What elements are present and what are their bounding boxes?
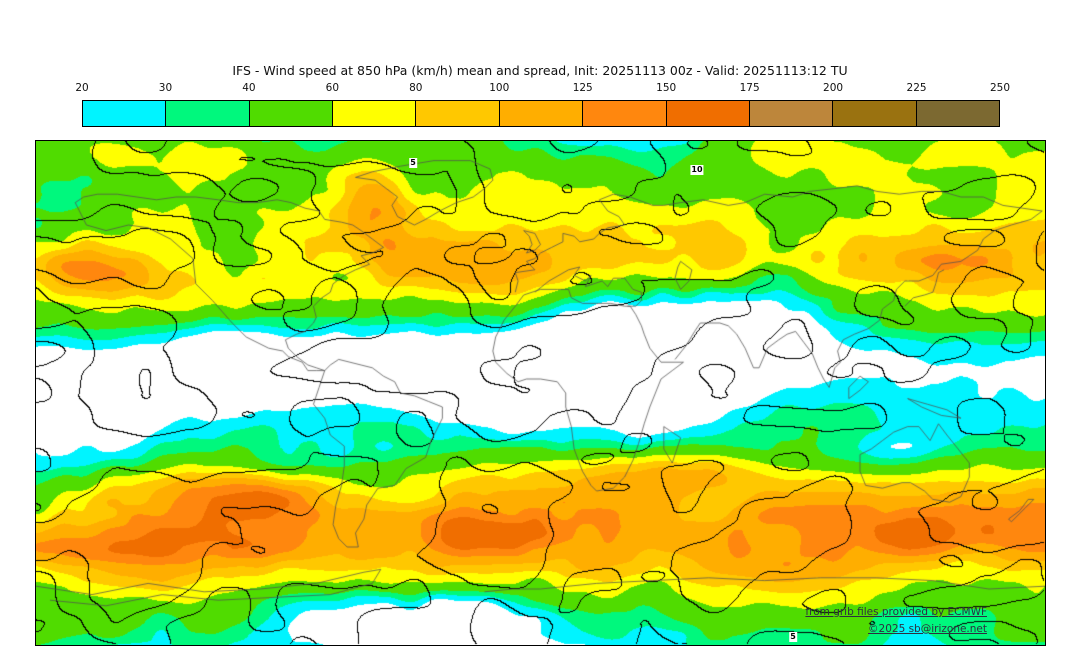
colorbar-tick: 100 xyxy=(489,82,510,94)
colorbar-tick: 60 xyxy=(325,82,340,94)
wind-map-canvas xyxy=(36,141,1045,645)
attribution-copyright-link[interactable]: ©2025 sb@irizone.net xyxy=(868,623,987,635)
colorbar-segment xyxy=(332,101,416,126)
colorbar-segment xyxy=(832,101,916,126)
colorbar-tick: 225 xyxy=(906,82,927,94)
colorbar-segment xyxy=(415,101,499,126)
attribution-ecmwf-link[interactable]: from grib files provided by ECMWF xyxy=(805,606,987,618)
wind-map: 5 10 5 from grib files provided by ECMWF ©… xyxy=(35,140,1046,646)
colorbar-tick: 40 xyxy=(242,82,256,94)
colorbar-tick: 30 xyxy=(158,82,173,94)
colorbar-tick: 175 xyxy=(739,82,760,94)
colorbar-segment xyxy=(83,101,166,126)
colorbar-segment xyxy=(748,101,833,126)
colorbar-tick: 250 xyxy=(989,82,1011,94)
contour-label: 5 xyxy=(789,632,797,642)
colorbar-tick: 80 xyxy=(409,82,423,94)
colorbar-segment xyxy=(165,101,249,126)
colorbar-tick: 125 xyxy=(572,82,593,94)
contour-label: 5 xyxy=(409,158,417,168)
colorbar-tick: 150 xyxy=(656,82,677,94)
colorbar-segment xyxy=(915,101,999,126)
colorbar-segment xyxy=(248,101,333,126)
plot-title: IFS - Wind speed at 850 hPa (km/h) mean … xyxy=(232,63,848,78)
colorbar-segment xyxy=(498,101,583,126)
colorbar-segment xyxy=(582,101,666,126)
colorbar xyxy=(82,100,1000,127)
colorbar-segment xyxy=(665,101,749,126)
colorbar-tick: 200 xyxy=(823,82,844,94)
contour-label: 10 xyxy=(690,165,704,175)
colorbar-tick: 20 xyxy=(75,82,89,94)
